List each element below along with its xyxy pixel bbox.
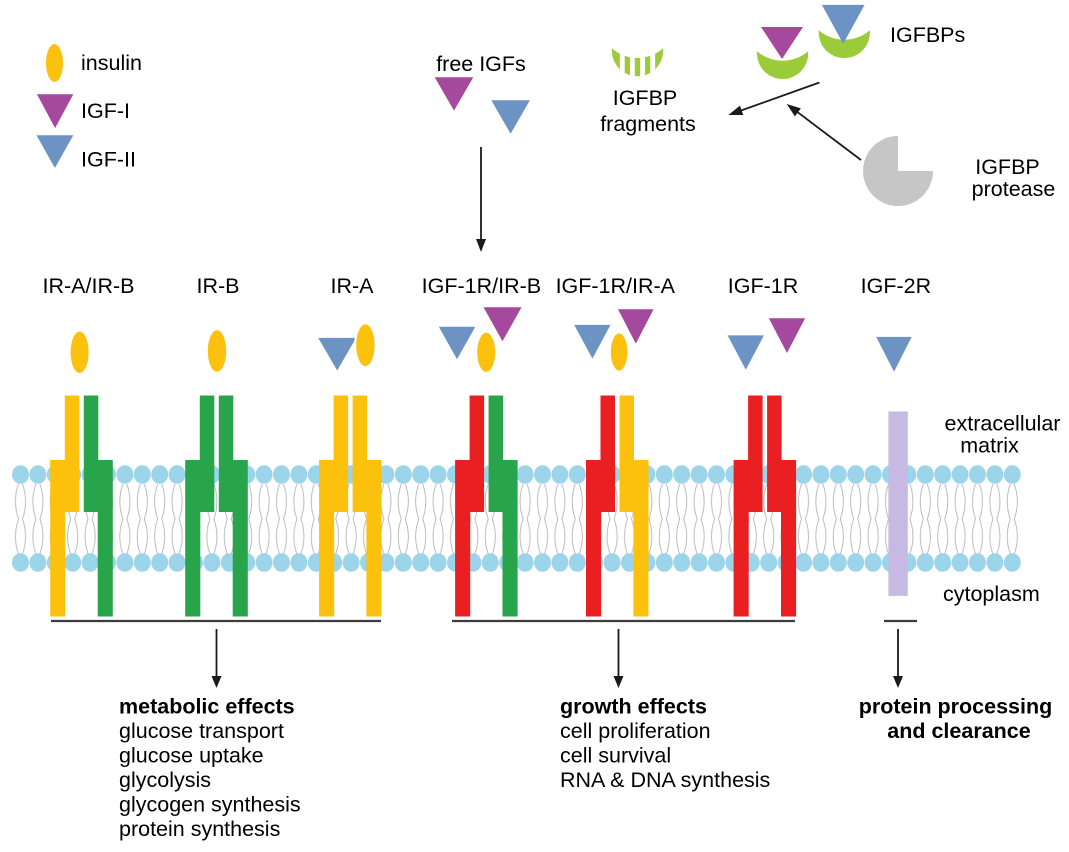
- svg-text:metabolic effects: metabolic effects: [119, 695, 295, 719]
- svg-text:insulin: insulin: [81, 51, 142, 75]
- svg-text:IGF-1R/IR-B: IGF-1R/IR-B: [422, 274, 541, 298]
- svg-text:IGF-I: IGF-I: [81, 99, 130, 123]
- svg-text:IGFBPs: IGFBPs: [890, 23, 965, 47]
- svg-text:fragments: fragments: [600, 112, 696, 136]
- svg-text:protein processing: protein processing: [859, 695, 1053, 719]
- svg-text:IGF-II: IGF-II: [81, 148, 136, 172]
- svg-text:IR-A/IR-B: IR-A/IR-B: [43, 274, 135, 298]
- svg-text:glucose transport: glucose transport: [119, 719, 284, 743]
- svg-text:cell proliferation: cell proliferation: [560, 719, 711, 743]
- svg-text:matrix: matrix: [960, 434, 1019, 458]
- svg-text:glucose uptake: glucose uptake: [119, 744, 264, 768]
- svg-text:cytoplasm: cytoplasm: [943, 582, 1040, 606]
- svg-text:cell survival: cell survival: [560, 744, 671, 768]
- svg-text:IGF-2R: IGF-2R: [861, 274, 931, 298]
- svg-text:IR-B: IR-B: [197, 274, 240, 298]
- svg-text:IGF-1R/IR-A: IGF-1R/IR-A: [556, 274, 676, 298]
- svg-text:protease: protease: [972, 177, 1056, 201]
- svg-text:RNA & DNA synthesis: RNA & DNA synthesis: [560, 768, 770, 792]
- svg-text:extracellular: extracellular: [945, 412, 1061, 436]
- svg-text:IR-A: IR-A: [331, 274, 375, 298]
- svg-text:IGFBP: IGFBP: [613, 86, 678, 110]
- svg-text:growth effects: growth effects: [560, 695, 707, 719]
- svg-text:glycogen synthesis: glycogen synthesis: [119, 793, 301, 817]
- svg-text:IGF-1R: IGF-1R: [728, 274, 798, 298]
- svg-text:free IGFs: free IGFs: [436, 52, 526, 76]
- svg-text:IGFBP: IGFBP: [975, 155, 1040, 179]
- svg-text:protein synthesis: protein synthesis: [119, 817, 280, 841]
- svg-text:and clearance: and clearance: [887, 719, 1030, 743]
- svg-text:glycolysis: glycolysis: [119, 768, 211, 792]
